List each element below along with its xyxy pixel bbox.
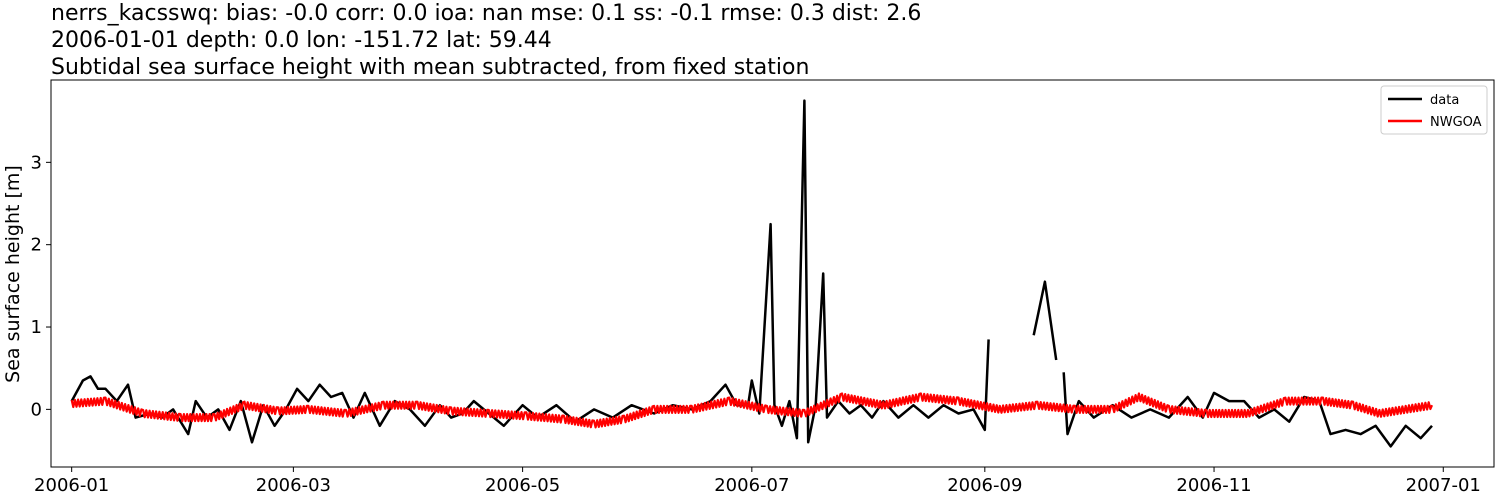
plot-area xyxy=(50,79,1495,468)
axes: 2006-01 2006-03 2006-05 2006-07 2006-09 2006-… xyxy=(31,152,1481,496)
chart-title-block: nerrs_kacsswq: bias: -0.0 corr: 0.0 ioa:… xyxy=(51,0,921,81)
x-tick-label: 2006-11 xyxy=(1176,475,1251,496)
y-tick-label: 3 xyxy=(31,152,42,173)
series-line-nwgoa-segment-0 xyxy=(70,392,1434,429)
chart-title-location: 2006-01-01 depth: 0.0 lon: -151.72 lat: … xyxy=(51,28,552,53)
y-axis-label: Sea surface height [m] xyxy=(2,165,24,383)
chart-title-description: Subtidal sea surface height with mean su… xyxy=(51,55,810,80)
series-line-data-segment-0 xyxy=(70,99,990,444)
x-tick-label: 2006-03 xyxy=(256,475,331,496)
x-tick-label: 2006-05 xyxy=(485,475,560,496)
y-tick-label: 2 xyxy=(31,235,42,256)
x-tick-label: 2006-01 xyxy=(34,475,109,496)
x-tick-label: 2007-01 xyxy=(1406,475,1481,496)
y-tick-label: 1 xyxy=(31,317,42,338)
legend-label-nwgoa: NWGOA xyxy=(1430,115,1482,130)
series-line-data-segment-1 xyxy=(1032,280,1058,361)
series-lines xyxy=(70,99,1434,448)
legend: data NWGOA xyxy=(1380,85,1488,135)
x-tick-label: 2006-07 xyxy=(714,475,789,496)
legend-label-data: data xyxy=(1430,93,1459,108)
y-tick-label: 0 xyxy=(31,399,42,420)
chart-title-stats: nerrs_kacsswq: bias: -0.0 corr: 0.0 ioa:… xyxy=(51,1,922,26)
x-tick-label: 2006-09 xyxy=(947,475,1022,496)
